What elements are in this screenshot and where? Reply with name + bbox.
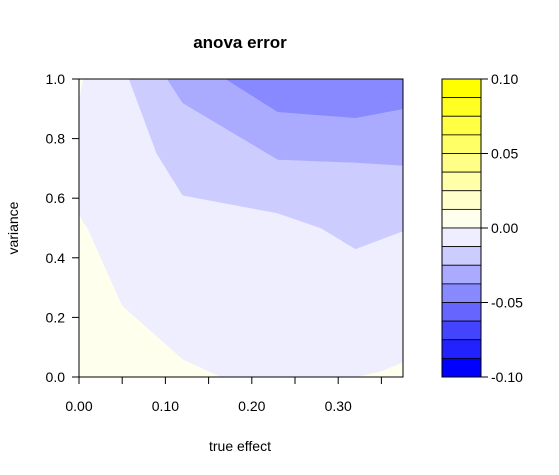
colorbar: 0.10 0.05 0.00 -0.05 -0.10	[441, 71, 523, 385]
x-axis: 0.00 0.10 0.20 0.30	[65, 377, 382, 414]
x-tick-label: 0.10	[152, 398, 179, 414]
plot-frame	[78, 78, 404, 378]
colorbar-swatch-1	[441, 97, 482, 117]
plot-area	[78, 78, 404, 378]
colorbar-swatch-6	[441, 190, 482, 210]
colorbar-swatch-5	[441, 171, 482, 192]
y-tick-label: 0.6	[46, 190, 66, 206]
colorbar-swatch-15	[441, 357, 482, 378]
colorbar-swatch-2	[441, 115, 482, 136]
colorbar-tick-label: -0.10	[491, 369, 523, 385]
y-tick-label: 0.4	[46, 250, 66, 266]
colorbar-swatch-3	[441, 134, 482, 154]
chart-title: anova error	[193, 33, 287, 52]
y-axis: 0.0 0.2 0.4 0.6 0.8 1.0	[46, 71, 79, 385]
colorbar-tick-label: -0.05	[491, 295, 523, 311]
colorbar-tick-label: 0.10	[491, 71, 518, 87]
colorbar-swatch-7	[441, 208, 482, 229]
colorbar-swatch-8	[441, 227, 482, 248]
colorbar-swatch-9	[441, 246, 482, 266]
x-tick-label: 0.20	[238, 398, 265, 414]
x-tick-label: 0.00	[65, 398, 92, 414]
colorbar-tick-label: 0.05	[491, 146, 518, 162]
x-axis-label: true effect	[209, 438, 271, 454]
colorbar-tick-label: 0.00	[491, 220, 518, 236]
y-tick-label: 1.0	[46, 71, 66, 87]
colorbar-swatch-11	[441, 283, 482, 303]
colorbar-swatch-14	[441, 339, 482, 359]
y-tick-label: 0.8	[46, 131, 66, 147]
colorbar-swatch-10	[441, 264, 482, 285]
colorbar-swatch-12	[441, 302, 482, 322]
y-tick-label: 0.0	[46, 369, 66, 385]
y-axis-label: variance	[5, 201, 21, 254]
y-tick-label: 0.2	[46, 309, 66, 325]
colorbar-swatch-4	[441, 153, 482, 173]
colorbar-swatch-0	[441, 78, 482, 99]
colorbar-swatch-13	[441, 320, 482, 341]
x-tick-label: 0.30	[325, 398, 352, 414]
